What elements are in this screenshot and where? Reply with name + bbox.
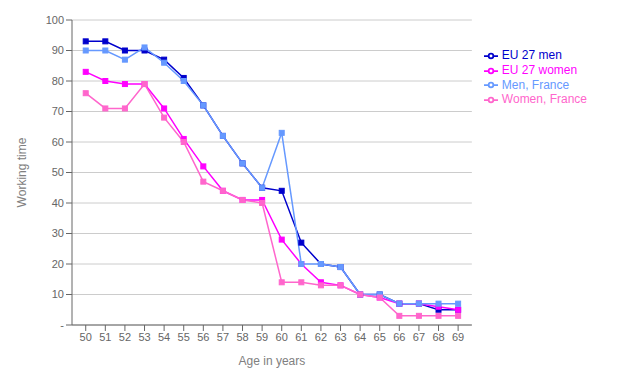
svg-text:20: 20 <box>52 258 64 270</box>
svg-text:30: 30 <box>52 227 64 239</box>
svg-text:90: 90 <box>52 44 64 56</box>
svg-text:52: 52 <box>119 331 131 343</box>
svg-text:51: 51 <box>99 331 111 343</box>
svg-text:50: 50 <box>80 331 92 343</box>
svg-text:60: 60 <box>52 136 64 148</box>
svg-text:64: 64 <box>354 331 366 343</box>
svg-text:40: 40 <box>52 197 64 209</box>
html-text:Men, France: Men, France <box>501 77 570 92</box>
svg-text:65: 65 <box>374 331 386 343</box>
svg-text:63: 63 <box>334 331 346 343</box>
svg-text:Working time: Working time <box>15 137 29 207</box>
svg-text:70: 70 <box>52 105 64 117</box>
svg-text:-: - <box>60 319 64 331</box>
svg-text:60: 60 <box>276 331 288 343</box>
svg-text:68: 68 <box>432 331 444 343</box>
html-text:Women, France: Women, France <box>501 92 587 107</box>
svg-text:69: 69 <box>452 331 464 343</box>
svg-text:55: 55 <box>178 331 190 343</box>
svg-text:100: 100 <box>46 14 64 26</box>
svg-text:61: 61 <box>295 331 307 343</box>
svg-text:Age in years: Age in years <box>239 354 306 368</box>
svg-text:56: 56 <box>197 331 209 343</box>
svg-text:80: 80 <box>52 75 64 87</box>
svg-text:66: 66 <box>393 331 405 343</box>
svg-text:57: 57 <box>217 331 229 343</box>
svg-text:67: 67 <box>413 331 425 343</box>
svg-text:50: 50 <box>52 166 64 178</box>
html-text:EU 27 women: EU 27 women <box>501 62 578 77</box>
svg-text:53: 53 <box>138 331 150 343</box>
svg-text:62: 62 <box>315 331 327 343</box>
svg-text:59: 59 <box>256 331 268 343</box>
svg-text:10: 10 <box>52 288 64 300</box>
html-text:EU 27 men: EU 27 men <box>501 48 562 62</box>
svg-text:58: 58 <box>236 331 248 343</box>
svg-text:54: 54 <box>158 331 170 343</box>
